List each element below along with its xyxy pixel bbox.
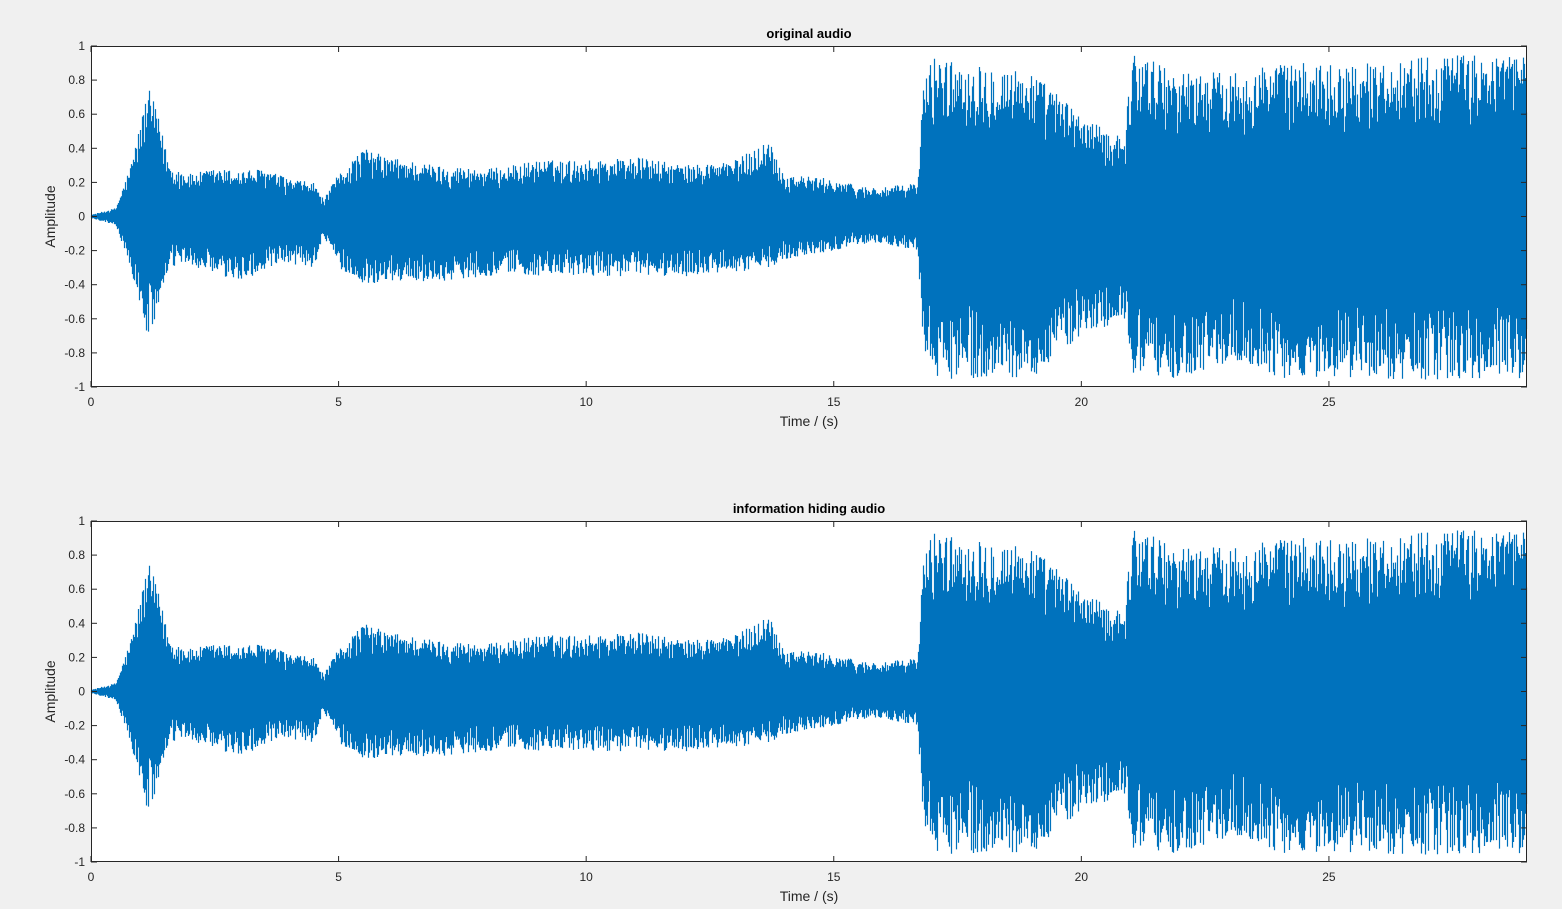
x-tick-label: 0 [88,395,95,409]
y-tick-label: 0.6 [68,582,85,596]
y-tick-label: -0.6 [64,787,85,801]
y-tick-label: 1 [78,39,85,53]
chart-title: information hiding audio [733,501,885,516]
y-tick-label: -0.6 [64,312,85,326]
x-tick-label: 25 [1322,395,1336,409]
y-tick-label: -1 [74,380,85,394]
y-axis-label: Amplitude [42,185,58,247]
x-tick-label: 15 [827,870,841,884]
y-tick-label: 0.2 [68,650,85,664]
x-tick-label: 10 [579,395,593,409]
x-axis-label: Time / (s) [780,888,839,904]
y-tick-label: 0.8 [68,548,85,562]
y-tick-label: -0.8 [64,346,85,360]
y-tick-label: -0.2 [64,719,85,733]
y-tick-label: 0.6 [68,107,85,121]
x-tick-label: 20 [1075,870,1089,884]
y-tick-label: 0 [78,685,85,699]
y-tick-label: 0 [78,210,85,224]
chart-title: original audio [766,26,851,41]
y-tick-label: -0.2 [64,244,85,258]
y-tick-label: -0.4 [64,278,85,292]
x-tick-label: 5 [335,395,342,409]
plot-original-audio: -1-0.8-0.6-0.4-0.200.20.40.60.810 5 10 15 20… [42,26,1528,429]
x-tick-label: 5 [335,870,342,884]
y-tick-label: 0.2 [68,175,85,189]
x-tick-label: 25 [1322,870,1336,884]
plot-information-hiding-audio: -1-0.8-0.6-0.4-0.200.20.40.60.810 5 10 15 20… [42,501,1528,904]
x-tick-label: 0 [88,870,95,884]
x-tick-label: 20 [1075,395,1089,409]
x-tick-label: 15 [827,395,841,409]
y-axis-label: Amplitude [42,660,58,722]
y-tick-label: 0.4 [68,616,85,630]
y-tick-label: -0.4 [64,753,85,767]
y-tick-label: 0.8 [68,73,85,87]
x-tick-label: 10 [579,870,593,884]
y-tick-label: 0.4 [68,141,85,155]
y-tick-label: -0.8 [64,821,85,835]
x-axis-label: Time / (s) [780,413,839,429]
y-tick-label: 1 [78,514,85,528]
y-tick-label: -1 [74,855,85,869]
